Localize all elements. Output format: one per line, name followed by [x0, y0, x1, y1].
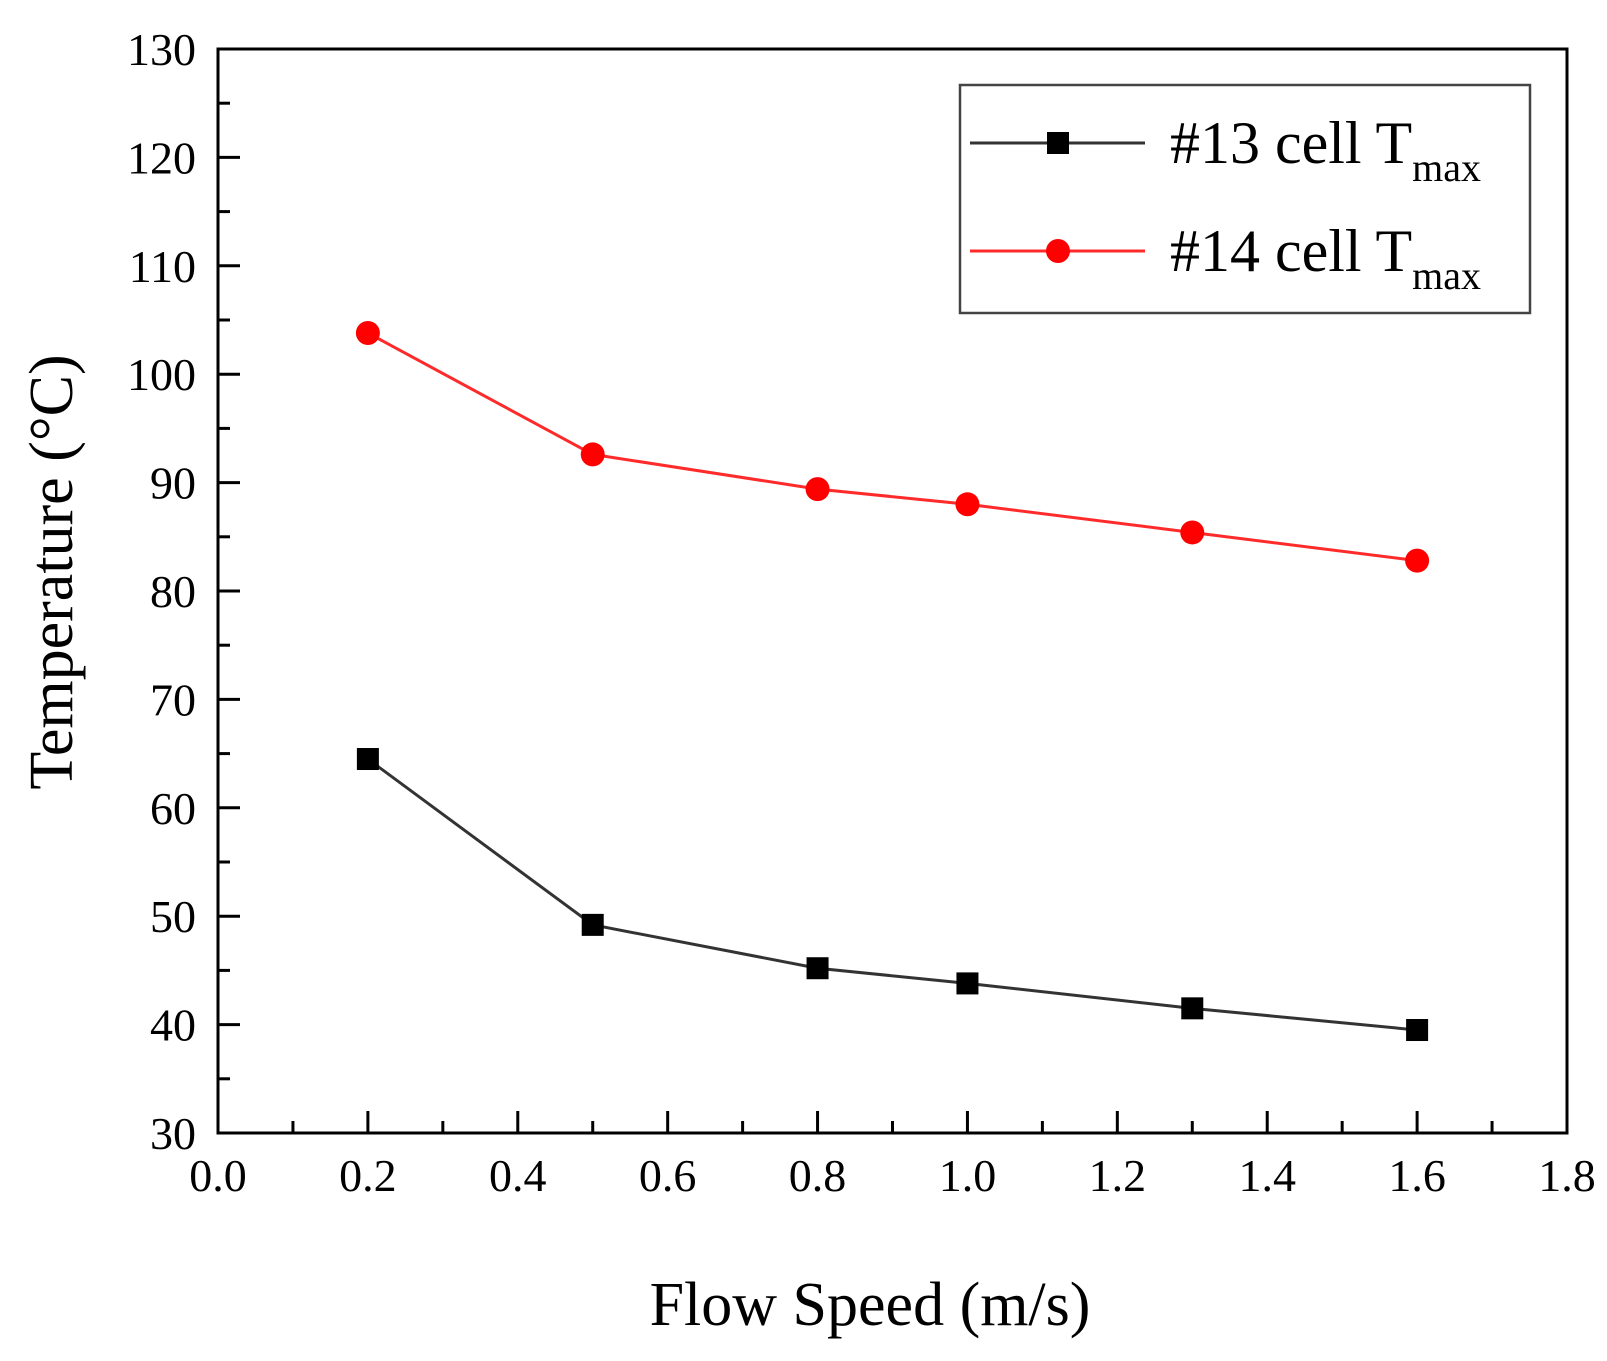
x-axis: 0.0 0.2 0.4 0.6 0.8 1.0 1.2 1.4 1.6 1.8 — [189, 1111, 1596, 1201]
data-point — [580, 442, 605, 467]
x-tick-label: 1.8 — [1538, 1150, 1596, 1201]
data-point — [805, 477, 830, 502]
data-point — [1181, 997, 1204, 1020]
x-tick-label: 0.2 — [339, 1150, 397, 1201]
legend-marker — [1047, 132, 1069, 154]
legend-item-1: #13 cell Tmax — [970, 110, 1481, 190]
x-tick-label: 0.4 — [489, 1150, 547, 1201]
x-tick-label: 0.8 — [789, 1150, 847, 1201]
series-line — [367, 331, 1418, 563]
data-point — [1406, 1019, 1429, 1042]
series-1 — [356, 748, 1429, 1042]
y-tick-label: 60 — [150, 783, 196, 834]
legend: #13 cell Tmax #14 cell Tmax — [958, 83, 1532, 315]
minor-ticks — [218, 101, 1494, 1133]
y-tick-label: 40 — [150, 1000, 196, 1051]
y-axis: 30 40 50 60 70 80 90 100 110 120 130 — [127, 24, 240, 1159]
legend-label: #13 cell Tmax — [1170, 110, 1481, 190]
x-tick-label: 1.4 — [1238, 1150, 1296, 1201]
series-line — [366, 757, 1418, 1032]
x-tick-label: 1.2 — [1089, 1150, 1147, 1201]
data-point — [956, 972, 979, 995]
y-tick-label: 80 — [150, 566, 196, 617]
legend-label: #14 cell Tmax — [1170, 218, 1481, 298]
y-tick-label: 130 — [127, 24, 196, 75]
y-tick-label: 30 — [150, 1108, 196, 1159]
x-tick-label: 1.6 — [1388, 1150, 1446, 1201]
series-layer — [355, 321, 1430, 1042]
legend-box — [958, 83, 1532, 315]
x-axis-title: Flow Speed (m/s) — [650, 1271, 1091, 1339]
data-point — [581, 913, 604, 936]
legend-item-2: #14 cell Tmax — [970, 218, 1481, 298]
y-tick-label: 70 — [150, 674, 196, 725]
data-point — [356, 748, 379, 771]
data-point — [1405, 548, 1430, 573]
data-point — [955, 492, 980, 517]
data-point — [806, 957, 829, 980]
data-point — [1180, 520, 1205, 545]
legend-marker — [1046, 239, 1070, 263]
y-tick-label: 90 — [150, 458, 196, 509]
y-tick-label: 50 — [150, 891, 196, 942]
x-tick-label: 0.6 — [639, 1150, 697, 1201]
data-point — [355, 321, 380, 346]
x-tick-label: 1.0 — [939, 1150, 997, 1201]
y-tick-label: 100 — [127, 349, 196, 400]
x-tick-label: 0.0 — [189, 1150, 247, 1201]
y-axis-title: Temperature (°C) — [18, 354, 86, 789]
series-2 — [355, 321, 1430, 573]
y-tick-label: 120 — [127, 132, 196, 183]
y-tick-label: 110 — [129, 241, 196, 292]
